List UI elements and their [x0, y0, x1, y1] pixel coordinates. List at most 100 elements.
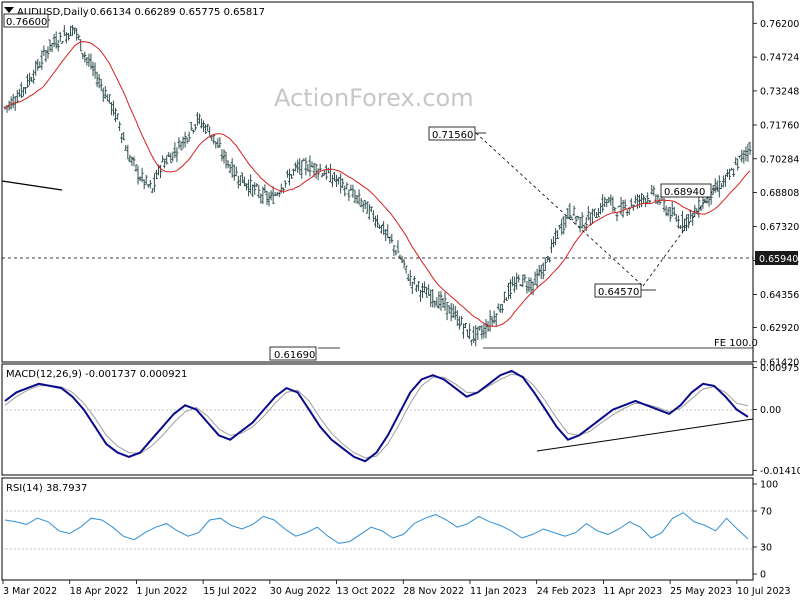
price-bar: [654, 194, 658, 204]
price-bar: [373, 215, 377, 228]
price-bar: [545, 256, 549, 262]
price-bar: [498, 303, 502, 313]
swing-line-1: [475, 132, 644, 287]
price-bar: [572, 205, 576, 217]
price-bar: [245, 183, 249, 191]
price-bar: [107, 94, 111, 104]
price-bar: [341, 178, 345, 189]
price-bar: [457, 316, 461, 330]
price-bar: [263, 184, 267, 194]
price-bar: [556, 230, 560, 240]
price-bar: [300, 160, 304, 179]
price-bar: [607, 196, 611, 203]
price-bar: [500, 303, 504, 313]
price-bar: [506, 282, 510, 300]
price-bar: [26, 74, 30, 88]
price-bar: [423, 281, 427, 293]
price-bar: [142, 179, 146, 190]
annotation-low: 0.61690: [269, 346, 317, 361]
price-bar: [666, 207, 670, 217]
macd-trendline: [536, 418, 754, 452]
price-bar: [226, 160, 230, 169]
svg-text:0.65940: 0.65940: [759, 254, 798, 265]
price-pane: ActionForex.com AUDUSD,Daily 0.66134 0.6…: [1, 1, 758, 363]
price-bar: [656, 194, 660, 205]
date-tick-label: 3 Mar 2022: [3, 586, 57, 597]
price-bar: [728, 168, 732, 180]
dropdown-icon[interactable]: [4, 7, 14, 13]
moving-average-line: [4, 41, 751, 328]
price-bar: [384, 229, 388, 242]
price-bar: [173, 142, 177, 159]
price-bar: [197, 113, 201, 125]
rsi-title: RSI(14) 38.7937: [6, 483, 87, 494]
price-bar: [152, 173, 156, 193]
price-bar: [642, 194, 646, 204]
price-bar: [740, 149, 744, 163]
price-bar: [605, 199, 609, 208]
price-tick-label: 0.76200: [760, 19, 799, 30]
price-bar: [431, 288, 435, 308]
price-bar: [85, 57, 89, 66]
macd-title: MACD(12,26,9) -0.001737 0.000921: [6, 369, 187, 380]
price-bar: [165, 155, 169, 165]
price-bar: [128, 154, 132, 163]
price-bar: [547, 258, 551, 263]
price-bar: [204, 124, 208, 135]
macd-tick-label: -0.014107: [760, 466, 800, 477]
date-tick-label: 18 Apr 2022: [70, 586, 129, 597]
price-bar: [218, 137, 222, 148]
svg-text:0.76600: 0.76600: [6, 17, 47, 28]
price-bar: [629, 198, 633, 207]
price-bar: [365, 201, 369, 214]
price-bar: [404, 265, 408, 274]
price-bar: [177, 137, 181, 149]
macd-signal-line: [4, 373, 749, 459]
price-bar: [249, 174, 253, 194]
price-bar: [40, 50, 44, 70]
price-bar: [592, 208, 596, 217]
price-bar: [594, 212, 598, 219]
price-bar: [476, 326, 480, 340]
price-tick-label: 0.62920: [760, 323, 799, 334]
price-bar: [150, 188, 154, 194]
price-bar: [574, 215, 578, 225]
price-bar: [15, 90, 19, 103]
svg-text:0.64570: 0.64570: [598, 287, 639, 298]
price-bar: [292, 168, 296, 176]
price-bar: [478, 325, 482, 331]
price-bar: [130, 156, 134, 166]
price-bar: [234, 166, 238, 177]
price-bar: [672, 206, 676, 216]
price-bar: [435, 297, 439, 307]
price-bar: [11, 93, 15, 109]
price-bar: [732, 168, 736, 178]
price-bar: [302, 158, 306, 161]
price-bar: [271, 186, 275, 205]
date-tick-label: 11 Jan 2023: [470, 586, 527, 597]
price-bar: [603, 196, 607, 208]
price-bar: [220, 149, 224, 162]
price-bar: [357, 189, 361, 206]
price-bar: [294, 162, 298, 172]
price-bar: [17, 88, 21, 98]
price-bar: [349, 184, 353, 191]
price-bar: [183, 131, 187, 148]
price-bar: [44, 50, 48, 63]
price-bar: [539, 264, 543, 280]
price-tick-label: 0.68808: [760, 188, 799, 199]
price-bar: [689, 209, 693, 220]
price-bar: [644, 198, 648, 208]
price-bar: [199, 118, 203, 129]
price-bar: [171, 151, 175, 162]
price-bar: [355, 195, 359, 204]
price-bar: [23, 87, 27, 95]
price-bar: [191, 129, 195, 134]
price-bar: [144, 174, 148, 185]
price-bar: [347, 189, 351, 202]
price-bar: [509, 279, 513, 299]
price-bar: [480, 325, 484, 340]
price-bar: [623, 199, 627, 210]
price-bar: [715, 180, 719, 192]
price-bar: [502, 291, 506, 303]
